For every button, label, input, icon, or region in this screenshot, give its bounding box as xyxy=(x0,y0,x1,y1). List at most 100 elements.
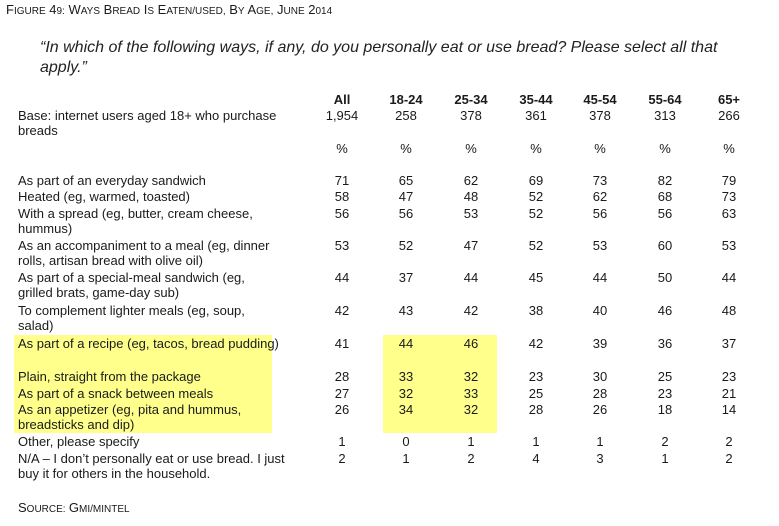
highlight-band xyxy=(14,335,272,433)
table-cell: 53 xyxy=(721,238,737,253)
percent-sign: % xyxy=(530,141,542,156)
table-cell: 27 xyxy=(334,386,350,401)
column-header: 65+ xyxy=(717,92,741,107)
table-cell: 44 xyxy=(463,270,479,285)
table-cell: 2 xyxy=(661,434,669,449)
column-header: 55-64 xyxy=(648,92,682,107)
row-label: As part of a snack between meals xyxy=(18,386,214,401)
base-value: 258 xyxy=(395,108,417,123)
table-cell: 73 xyxy=(592,173,608,188)
base-value: 266 xyxy=(718,108,740,123)
table-cell: 3 xyxy=(596,451,604,466)
table-cell: 46 xyxy=(463,336,479,351)
table-cell: 23 xyxy=(721,369,737,384)
table-cell: 82 xyxy=(657,173,673,188)
highlight-band xyxy=(383,335,497,433)
table-cell: 48 xyxy=(721,303,737,318)
table-cell: 1 xyxy=(338,434,346,449)
table-cell: 44 xyxy=(721,270,737,285)
table-cell: 32 xyxy=(463,369,479,384)
table-cell: 50 xyxy=(657,270,673,285)
table-cell: 52 xyxy=(528,189,544,204)
row-label: To complement lighter meals (eg, soup, s… xyxy=(18,303,245,333)
table-cell: 2 xyxy=(338,451,346,466)
table-cell: 68 xyxy=(657,189,673,204)
percent-sign: % xyxy=(336,141,348,156)
table-cell: 28 xyxy=(592,386,608,401)
table-cell: 26 xyxy=(592,402,608,417)
table-cell: 56 xyxy=(592,206,608,221)
column-header: 35-44 xyxy=(519,92,553,107)
table-cell: 33 xyxy=(398,369,414,384)
base-value: 361 xyxy=(525,108,547,123)
row-label: As an appetizer (eg, pita and hummus, br… xyxy=(18,402,242,432)
table-cell: 1 xyxy=(402,451,410,466)
table-cell: 62 xyxy=(463,173,479,188)
table-cell: 1 xyxy=(532,434,540,449)
table-cell: 2 xyxy=(725,434,733,449)
table-cell: 32 xyxy=(398,386,414,401)
table-cell: 1 xyxy=(467,434,475,449)
percent-sign: % xyxy=(659,141,671,156)
table-cell: 45 xyxy=(528,270,544,285)
row-label: As part of an everyday sandwich xyxy=(18,173,206,188)
survey-question: “In which of the following ways, if any,… xyxy=(40,39,718,76)
row-label: As an accompaniment to a meal (eg, dinne… xyxy=(18,238,270,268)
table-cell: 42 xyxy=(334,303,350,318)
column-header: 45-54 xyxy=(583,92,617,107)
column-header: 18-24 xyxy=(389,92,423,107)
table-cell: 37 xyxy=(398,270,414,285)
table-cell: 52 xyxy=(528,238,544,253)
figure-title: FIGURE 49: WAYS BREAD IS EATEN/USED, BY … xyxy=(6,2,333,17)
table-cell: 56 xyxy=(398,206,414,221)
table-cell: 41 xyxy=(334,336,350,351)
table-cell: 2 xyxy=(725,451,733,466)
table-cell: 23 xyxy=(657,386,673,401)
base-value: 313 xyxy=(654,108,676,123)
table-cell: 39 xyxy=(592,336,608,351)
table-cell: 34 xyxy=(398,402,414,417)
row-label: Heated (eg, warmed, toasted) xyxy=(18,189,190,204)
table-cell: 65 xyxy=(398,173,414,188)
base-value: 378 xyxy=(589,108,611,123)
row-label: As part of a recipe (eg, tacos, bread pu… xyxy=(18,336,279,351)
table-cell: 43 xyxy=(398,303,414,318)
table-cell: 73 xyxy=(721,189,737,204)
table-cell: 4 xyxy=(532,451,540,466)
table-cell: 26 xyxy=(334,402,350,417)
table-cell: 28 xyxy=(528,402,544,417)
table-cell: 63 xyxy=(721,206,737,221)
table-cell: 28 xyxy=(334,369,350,384)
base-value: 378 xyxy=(460,108,482,123)
table-cell: 32 xyxy=(463,402,479,417)
base-value: 1,954 xyxy=(325,108,359,123)
table-cell: 40 xyxy=(592,303,608,318)
table-cell: 30 xyxy=(592,369,608,384)
table-cell: 25 xyxy=(657,369,673,384)
table-cell: 47 xyxy=(398,189,414,204)
table-cell: 71 xyxy=(334,173,350,188)
column-header: All xyxy=(333,92,351,107)
percent-sign: % xyxy=(594,141,606,156)
table-cell: 53 xyxy=(334,238,350,253)
column-header: 25-34 xyxy=(454,92,488,107)
table-cell: 79 xyxy=(721,173,737,188)
source-note: SOURCE: GMI/MINTEL xyxy=(18,500,130,515)
table-cell: 42 xyxy=(528,336,544,351)
table-cell: 1 xyxy=(596,434,604,449)
table-cell: 47 xyxy=(463,238,479,253)
table-cell: 0 xyxy=(402,434,410,449)
percent-sign: % xyxy=(400,141,412,156)
table-cell: 62 xyxy=(592,189,608,204)
table-cell: 44 xyxy=(592,270,608,285)
percent-sign: % xyxy=(723,141,735,156)
table-cell: 37 xyxy=(721,336,737,351)
table-cell: 25 xyxy=(528,386,544,401)
table-cell: 42 xyxy=(463,303,479,318)
table-cell: 2 xyxy=(467,451,475,466)
table-cell: 53 xyxy=(463,206,479,221)
table-cell: 53 xyxy=(592,238,608,253)
table-cell: 69 xyxy=(528,173,544,188)
table-cell: 33 xyxy=(463,386,479,401)
row-label: N/A – I don’t personally eat or use brea… xyxy=(18,451,285,481)
